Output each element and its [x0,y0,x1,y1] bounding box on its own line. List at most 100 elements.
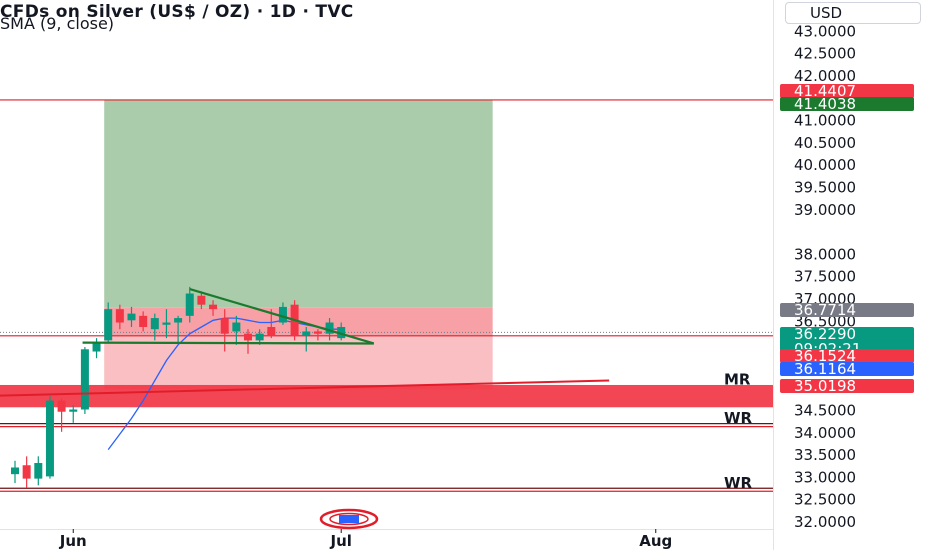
trendline-base[interactable] [82,341,374,345]
candle[interactable] [139,311,148,332]
chart-title: CFDs on Silver (US$ / OZ) · 1D · TVC [0,2,354,22]
loss-zone[interactable] [104,335,493,390]
price-tick-label: 34.5000 [794,402,856,420]
price-tick-label: 32.5000 [794,491,856,509]
price-tag-bg [780,303,914,317]
candle-body [244,333,252,341]
candle-body [22,465,31,479]
support-zone[interactable] [0,384,773,408]
candle-body [11,467,19,475]
price-tag-value: 36.1164 [794,360,856,378]
price-tag-value: 41.4407 [794,82,856,100]
price-tag-bg [780,84,914,98]
level-label-wr: WR [724,474,753,492]
price-axis[interactable]: 43.0000 42.5000 42.0000 41.0000 40.5000 40.00… [773,0,857,550]
price-tag-value: 36.1524 [794,347,856,365]
candle-body [150,318,159,330]
price-tag[interactable]: 41.4407 [780,82,914,100]
candle[interactable] [162,309,171,339]
candle[interactable] [278,302,287,325]
candles-layer[interactable] [11,286,346,488]
price-tick-label: 39.0000 [794,201,856,219]
candle-body [278,306,287,323]
candle[interactable] [69,405,78,423]
trendlines-layer[interactable] [0,288,610,397]
price-tag[interactable]: 36.7714 [780,301,914,319]
time-tick-label: Jul [329,532,351,550]
time-tick-label: Aug [639,532,672,550]
price-tag-value: 36.2290 [794,325,856,343]
candle[interactable] [22,456,31,488]
candle[interactable] [325,318,334,341]
candle[interactable] [92,338,101,359]
candle-body [197,295,206,305]
price-tag-bg [780,349,914,363]
price-tick-label: 39.5000 [794,179,856,197]
candle-body [115,309,124,323]
price-tick-label: 43.0000 [794,22,856,40]
candle[interactable] [127,306,136,327]
level-label-wr: WR [724,409,753,427]
candle[interactable] [313,329,322,341]
candle-body [80,349,89,410]
horizontal-lines-layer [0,99,773,492]
time-axis[interactable]: Jun Jul Aug [0,529,773,550]
candle-body [92,342,101,352]
price-tag-value: 35.0198 [794,377,856,395]
price-tick-label: 42.5000 [794,45,856,63]
candle-body [302,331,311,336]
candle[interactable] [244,329,252,354]
candle-body [127,313,136,321]
trendline-descending[interactable] [189,288,375,345]
candle[interactable] [220,309,229,352]
tradingview-logo-icon[interactable] [319,508,379,530]
price-tag[interactable]: 41.4038 [780,95,914,113]
candle-body [45,400,54,477]
candle[interactable] [45,396,54,479]
trendline-red[interactable] [0,379,610,397]
price-tag[interactable]: 35.0198 [780,377,914,395]
candle[interactable] [104,302,113,343]
price-tags-layer: 41.440741.403836.771436.229009:02:2136.1… [780,82,914,395]
price-tag-bg [780,362,914,376]
candle[interactable] [232,315,241,345]
price-tag-value: 36.7714 [794,301,856,319]
candle[interactable] [34,456,43,486]
price-tick-label: 42.0000 [794,67,856,85]
candle-body [255,333,264,341]
currency-button[interactable]: USD [785,2,921,24]
candle[interactable] [197,291,206,310]
price-tag[interactable]: 36.1164 [780,360,914,378]
price-tick-label: 34.0000 [794,424,856,442]
candle-body [34,463,43,479]
candle[interactable] [174,315,183,343]
candle[interactable] [11,460,19,484]
candle[interactable] [185,286,194,323]
candle[interactable] [57,398,66,432]
candle-body [325,322,334,334]
profit-zone[interactable] [104,99,493,308]
price-tick-label: 32.0000 [794,513,856,531]
candle[interactable] [337,322,346,341]
candle[interactable] [115,304,124,330]
price-tag[interactable]: 36.1524 [780,347,914,365]
candle-body [162,322,171,325]
candle-body [139,315,148,327]
candle-body [313,331,322,334]
price-tag-value: 41.4038 [794,95,856,113]
candle-body [220,318,229,334]
candle[interactable] [302,326,311,352]
candle-body [232,322,241,332]
candle[interactable] [150,313,159,341]
price-tick-label: 37.5000 [794,268,856,286]
candle-body [104,309,113,341]
candle[interactable] [80,347,89,414]
candle[interactable] [209,300,218,316]
candle-body [69,409,78,412]
candle-body [174,318,183,323]
zones-layer [0,99,773,408]
candle-body [337,326,346,339]
indicator-label[interactable]: SMA (9, close) [0,14,115,33]
time-tick-label: Jun [59,532,87,550]
